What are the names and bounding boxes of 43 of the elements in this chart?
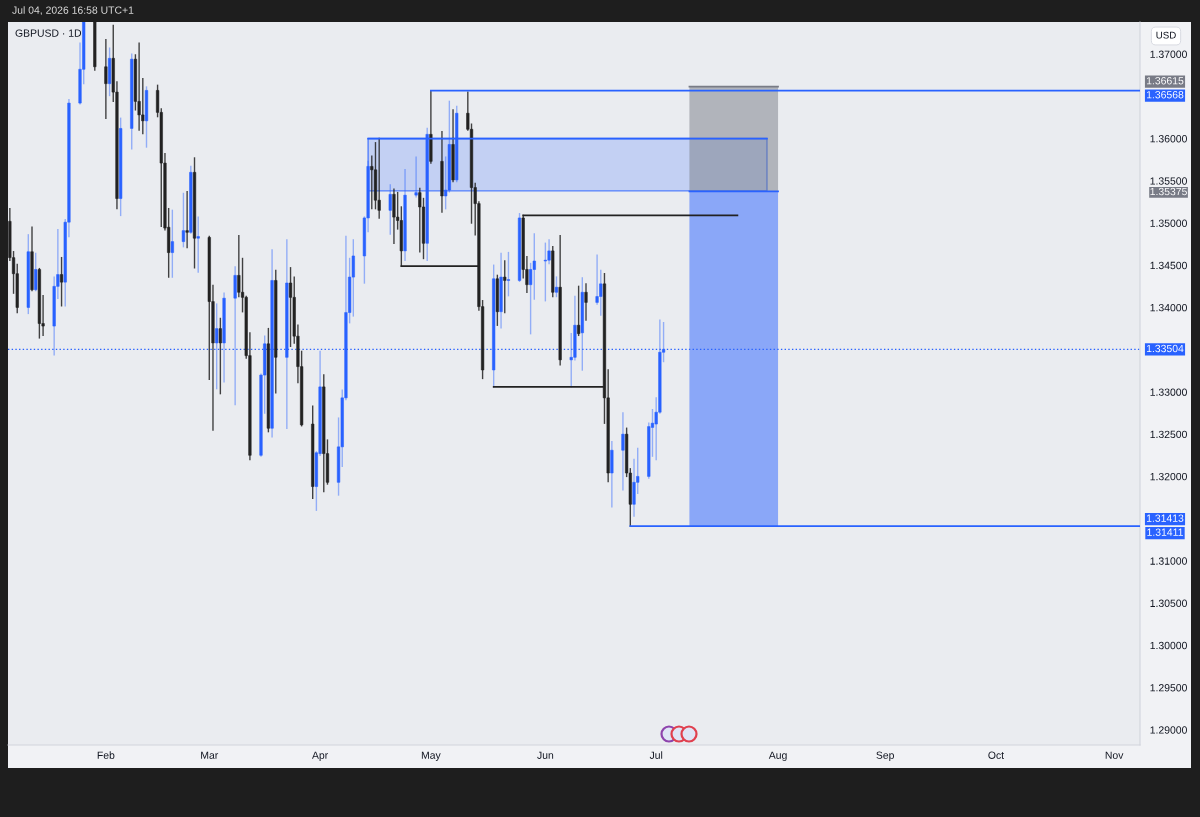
x-tick-label: Jun	[537, 751, 554, 759]
candlestick	[218, 317, 222, 395]
candlestick	[577, 285, 581, 337]
x-tick-label: Mar	[201, 751, 219, 759]
x-tick-label: Jul	[649, 751, 663, 759]
x-tick-label: Apr	[312, 751, 329, 761]
y-tick-label: 1.35375	[1150, 187, 1187, 196]
y-tick-label: 1.32500	[1150, 430, 1187, 439]
candlestick	[137, 42, 141, 131]
y-tick-label: 1.34500	[1150, 261, 1187, 270]
text: GBPUSD · 1D	[15, 29, 82, 37]
x-tick-label: May	[421, 751, 441, 761]
x-tick-label: Feb	[97, 751, 115, 759]
x-tick-label: Sep	[876, 751, 894, 761]
y-tick-label: 1.34000	[1150, 303, 1187, 312]
annotation: 1.31413	[1146, 514, 1184, 522]
y-tick-label: 1.29500	[1150, 684, 1187, 692]
candlestick	[503, 260, 507, 314]
candlestick	[185, 191, 189, 249]
candlestick	[392, 188, 396, 244]
x-tick-label: Nov	[1105, 751, 1124, 759]
candlestick	[584, 283, 588, 321]
candlestick	[104, 39, 108, 119]
y-tick-label: 1.35000	[1150, 219, 1187, 227]
y-tick-label: 1.37000	[1150, 50, 1187, 58]
annotation: 1.31411	[1147, 528, 1183, 536]
ref-line-label: 1.33504	[1146, 344, 1184, 353]
annotation: 1.36615	[1146, 77, 1184, 85]
y-axis-title: USD	[1156, 31, 1176, 39]
x-tick-label: Aug	[768, 751, 787, 761]
x-tick-label: Oct	[988, 751, 1004, 759]
annotation: 1.36568	[1146, 91, 1184, 99]
candlestick	[377, 137, 381, 219]
y-tick-label: 1.31000	[1150, 557, 1187, 565]
y-tick-label: 1.35500	[1150, 177, 1187, 185]
y-tick-label: 1.33000	[1150, 388, 1187, 396]
y-tick-label: 1.30500	[1150, 599, 1187, 607]
text: Jul 04, 2026 16:58 UTC+1	[12, 6, 134, 16]
y-tick-label: 1.36000	[1150, 135, 1187, 143]
y-tick-label: 1.29000	[1150, 726, 1187, 734]
y-tick-label: 1.30000	[1150, 641, 1187, 650]
candlestick	[59, 256, 64, 307]
y-tick-label: 1.32000	[1150, 472, 1187, 481]
